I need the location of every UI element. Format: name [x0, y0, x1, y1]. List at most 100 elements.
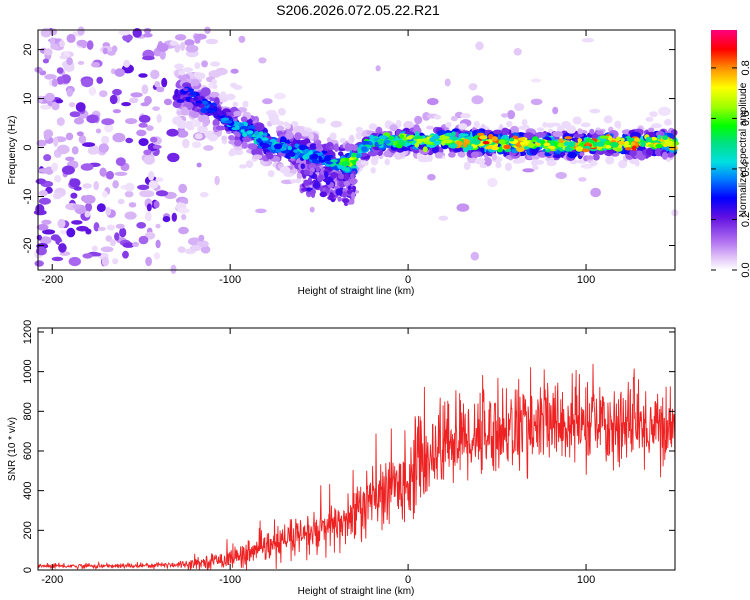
spectrogram-blob [40, 27, 52, 38]
spectrogram-blob [289, 151, 296, 157]
spectrogram-blob [36, 224, 49, 231]
spectrogram-blob [203, 145, 214, 151]
spectrogram-blob [324, 156, 331, 161]
spectrogram-blob [257, 137, 262, 144]
spectrogram-blob [136, 222, 147, 229]
spectrogram-blob [351, 185, 357, 191]
spectrogram-blob [81, 78, 94, 88]
spectrogram-blob [279, 166, 291, 174]
spectrogram-blob [231, 126, 240, 131]
spectrogram-blob [123, 59, 131, 68]
spectrogram-blob [540, 139, 546, 145]
spectrogram-blob [220, 91, 227, 99]
spectrogram-blob [119, 227, 127, 238]
spectrogram-blob [124, 182, 135, 192]
spectrogram-blob [311, 153, 319, 160]
spectrogram-blob [155, 177, 164, 183]
spectrogram-blob [132, 28, 142, 38]
spectrogram-blob [56, 117, 65, 126]
spectrogram-blob [344, 168, 350, 172]
spectrogram-blob [117, 198, 125, 205]
snr-y-tick-label: 1000 [22, 359, 34, 383]
spectrogram-blob [262, 132, 268, 137]
spectrogram-blob [577, 128, 583, 135]
spectrogram-blob [341, 161, 350, 167]
spectrogram-blob [491, 153, 497, 161]
spectrogram-blob [53, 192, 62, 200]
spectrogram-blob [195, 72, 206, 80]
spectrogram-blob [655, 143, 663, 149]
spectrogram-blob [189, 91, 198, 96]
spectrogram-blob [247, 143, 258, 150]
spectrogram-blob [558, 138, 564, 144]
spectrogram-blob [318, 156, 323, 161]
spectrogram-frame [37, 29, 676, 271]
spectrogram-blob [184, 39, 195, 47]
spectrogram-blob [498, 139, 506, 145]
spectrogram-blob [91, 252, 102, 257]
spectrogram-blob [649, 111, 658, 117]
spectrogram-blob [122, 250, 129, 259]
spectrogram-blob [484, 145, 493, 150]
spectrogram-blob [210, 61, 221, 67]
spectrogram-y-ticks: -20 -10 0 10 20 [22, 43, 675, 253]
spectrogram-blob [300, 130, 310, 137]
spectrogram-blob [121, 102, 131, 107]
spectrogram-blob [159, 49, 166, 60]
spectrogram-blob [171, 212, 177, 222]
spectrogram-blob [240, 125, 249, 130]
spectrogram-blob [41, 219, 52, 225]
spectrogram-blob [509, 137, 515, 142]
spectrogram-blob [648, 127, 655, 133]
spectrogram-blob [91, 245, 98, 252]
spectrogram-blob [212, 111, 219, 117]
spectrogram-blob [56, 76, 64, 85]
spectrogram-blob [239, 164, 247, 169]
spectrogram-blob [218, 110, 224, 117]
spectrogram-blob [76, 225, 89, 232]
spectrogram-blob [339, 137, 346, 144]
spectrogram-blob [44, 74, 57, 80]
spectrogram-blob [564, 146, 571, 152]
spectrogram-blob [44, 48, 53, 56]
spectrogram-blob [568, 125, 576, 132]
spectrogram-blob [115, 223, 125, 229]
spectrogram-blob [624, 140, 630, 146]
spectrogram-blob [262, 98, 273, 105]
spectrogram-blob [174, 34, 187, 41]
spectrogram-x-tick-label: 100 [577, 274, 595, 286]
spectrogram-blob [68, 102, 76, 108]
spectrogram-blob [579, 151, 585, 157]
spectrogram-blob [212, 84, 218, 90]
spectrogram-blob [315, 166, 321, 173]
spectrogram-blob [122, 33, 133, 42]
spectrogram-blob [230, 68, 239, 74]
spectrogram-blob [307, 177, 312, 183]
spectrogram-blob [603, 115, 613, 124]
spectrogram-blob [59, 40, 65, 48]
spectrogram-blob [150, 136, 158, 143]
spectrogram-blob [351, 152, 357, 158]
spectrogram-blob [406, 135, 413, 140]
colorbar: 0.0 0.2 0.4 0.6 0.8 Normalized spectral ampl… [711, 30, 750, 278]
spectrogram-blob [629, 149, 637, 157]
spectrogram-blob [139, 190, 150, 198]
spectrogram-blob [329, 132, 337, 140]
spectrogram-x-tick-label: 0 [405, 274, 411, 286]
spectrogram-blob [452, 136, 458, 141]
spectrogram-blob [329, 192, 334, 200]
spectrogram-blob [232, 101, 239, 107]
spectrogram-blob [146, 203, 152, 212]
spectrogram-blob [564, 136, 573, 140]
colorbar-tick-label: 0.6 [740, 111, 750, 126]
spectrogram-blob [177, 207, 190, 214]
spectrogram-blob [337, 173, 345, 180]
spectrogram-blob [242, 100, 249, 108]
figure-title: S206.2026.072.05.22.R21 [276, 2, 440, 18]
spectrogram-blob [527, 142, 535, 148]
spectrogram-blob [575, 146, 584, 152]
spectrogram-blob [330, 159, 338, 163]
spectrogram-blob [616, 147, 623, 152]
spectrogram-blob [273, 143, 283, 150]
spectrogram-blob [51, 78, 58, 87]
